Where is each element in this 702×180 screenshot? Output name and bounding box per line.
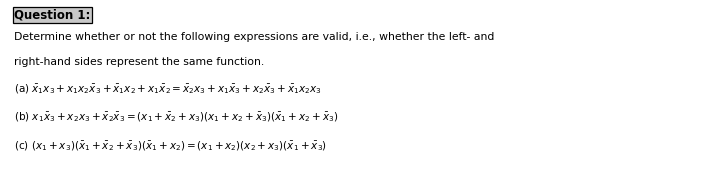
- Text: right-hand sides represent the same function.: right-hand sides represent the same func…: [14, 57, 264, 67]
- Text: Determine whether or not the following expressions are valid, i.e., whether the : Determine whether or not the following e…: [14, 31, 494, 42]
- Text: (a) $\bar{x}_1 x_3 + x_1 x_2 \bar{x}_3 + \bar{x}_1 x_2 + x_1 \bar{x}_2 = \bar{x}: (a) $\bar{x}_1 x_3 + x_1 x_2 \bar{x}_3 +…: [14, 82, 322, 96]
- Text: (b) $x_1 \bar{x}_3 + x_2 x_3 + \bar{x}_2 \bar{x}_3 = (x_1 + \bar{x}_2 + x_3)(x_1: (b) $x_1 \bar{x}_3 + x_2 x_3 + \bar{x}_2…: [14, 111, 338, 124]
- Text: Question 1:: Question 1:: [14, 8, 91, 21]
- Text: (c) $(x_1 + x_3)(\bar{x}_1 + \bar{x}_2 + \bar{x}_3)(\bar{x}_1 + x_2) = (x_1 + x_: (c) $(x_1 + x_3)(\bar{x}_1 + \bar{x}_2 +…: [14, 140, 327, 153]
